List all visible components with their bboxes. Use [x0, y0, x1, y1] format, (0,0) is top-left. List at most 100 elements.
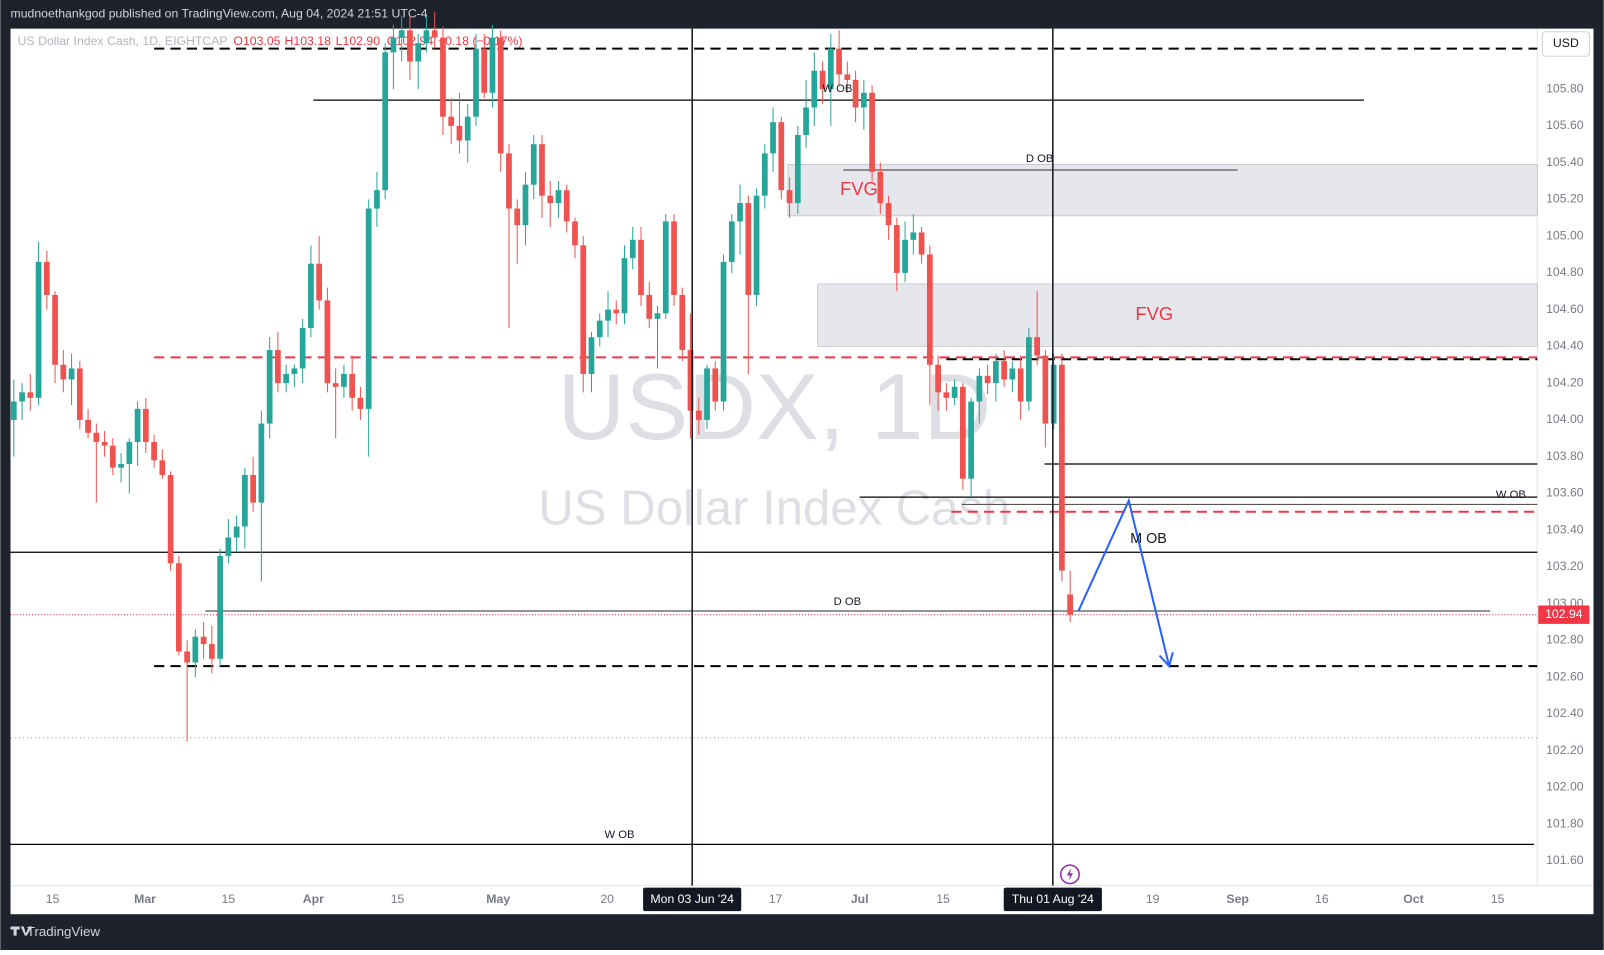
- candle-body: [60, 364, 67, 380]
- candle-body: [415, 43, 422, 62]
- candle-body: [588, 337, 595, 374]
- candle-body: [1042, 355, 1049, 424]
- crosshair-tag: [1003, 887, 1102, 912]
- candle-body: [151, 441, 157, 461]
- candle-body: [712, 368, 719, 402]
- y-tick-label: 102.80: [1546, 633, 1584, 647]
- candle-body: [1050, 364, 1057, 424]
- candle-body: [481, 48, 488, 93]
- candle-body: [192, 636, 199, 663]
- candle-body: [547, 195, 554, 204]
- candle-body: [638, 239, 644, 295]
- candle-body: [374, 190, 380, 209]
- y-tick-label: 105.00: [1546, 228, 1584, 242]
- candle-body: [926, 254, 933, 365]
- y-tick-label: 105.20: [1546, 192, 1584, 206]
- candle-body: [167, 475, 174, 564]
- y-tick-label: 105.40: [1546, 155, 1584, 169]
- candle-body: [142, 408, 149, 442]
- last-price-label: 102.94: [1545, 607, 1583, 621]
- candle-body: [217, 555, 223, 659]
- candle-body: [101, 441, 108, 446]
- candle-body: [464, 116, 471, 141]
- candle-body: [316, 263, 323, 301]
- x-tick-label: Sep: [1226, 892, 1249, 906]
- candle-body: [976, 375, 983, 402]
- status-value: O103.05: [233, 34, 280, 48]
- plot: US Dollar Index Cash, 1D, EIGHTCAP O103.0…: [10, 11, 1590, 912]
- currency-box[interactable]: [1541, 31, 1590, 57]
- fvg-zone: [787, 164, 1538, 217]
- y-tick-label: 103.40: [1546, 522, 1584, 536]
- candle-body: [893, 225, 900, 273]
- y-tick-label: 104.00: [1546, 412, 1584, 426]
- candle-body: [803, 107, 809, 136]
- candle-body: [126, 441, 133, 464]
- y-tick-label: 104.40: [1546, 339, 1584, 353]
- y-tick-label: 104.60: [1546, 302, 1584, 316]
- y-tick-label: 102.60: [1546, 669, 1584, 683]
- candle-body: [951, 386, 958, 398]
- candle-body: [514, 208, 521, 226]
- watermark: USDX, 1D: [557, 354, 991, 459]
- candle-body: [960, 386, 966, 479]
- x-tick-label: 15: [222, 892, 236, 906]
- candle-body: [621, 258, 628, 314]
- ob-label: M OB: [1130, 531, 1167, 547]
- candle-body: [1026, 337, 1032, 402]
- candle-body: [258, 423, 265, 503]
- candle-body: [555, 190, 562, 204]
- event-icon[interactable]: [1059, 864, 1080, 885]
- candle-body: [844, 74, 851, 80]
- candle-body: [365, 208, 372, 409]
- candle-body: [209, 644, 215, 659]
- candle-body: [456, 125, 463, 141]
- crosshair-tag: [643, 887, 742, 912]
- candle-body: [753, 195, 760, 295]
- candle-body: [93, 432, 100, 442]
- candle-body: [902, 239, 908, 273]
- fvg-zone: [817, 283, 1538, 347]
- watermark-subtitle: US Dollar Index Cash: [538, 481, 1010, 535]
- candle-body: [605, 309, 611, 321]
- y-tick-label: 105.80: [1546, 81, 1584, 95]
- candle-body: [250, 475, 256, 503]
- candle-body: [860, 92, 867, 108]
- x-tick-label: 17: [769, 892, 783, 906]
- candle-body: [266, 350, 273, 424]
- x-tick-label: Jul: [851, 892, 869, 906]
- ob-label: W OB: [822, 83, 852, 95]
- logo-icon: [10, 926, 32, 936]
- candle-body: [984, 375, 991, 384]
- x-tick-label: May: [486, 892, 510, 906]
- candle-body: [489, 37, 496, 93]
- candle-body: [299, 328, 306, 369]
- candle-body: [1001, 361, 1007, 380]
- candle-body: [572, 221, 578, 246]
- ob-label: D OB: [834, 596, 861, 608]
- arrow-head: [1158, 652, 1174, 669]
- candle-body: [530, 144, 537, 185]
- candle-body: [761, 153, 768, 196]
- candle-body: [745, 203, 752, 295]
- candle-body: [869, 92, 875, 172]
- candle-body: [943, 392, 950, 398]
- candle-body: [539, 144, 545, 196]
- symbol-title: US Dollar Index Cash, 1D, EIGHTCAP: [18, 34, 228, 48]
- candle-body: [786, 190, 793, 204]
- candle-body: [687, 350, 694, 411]
- candle-body: [679, 294, 686, 351]
- candle-body: [1017, 368, 1024, 402]
- candle-body: [76, 368, 83, 420]
- candle-body: [522, 184, 529, 226]
- projection-path: [1077, 497, 1171, 667]
- candle-body: [341, 373, 347, 387]
- candle-body: [175, 563, 182, 652]
- candle-body: [35, 261, 42, 398]
- y-tick-label: 103.60: [1546, 486, 1584, 500]
- candle-body: [184, 651, 190, 663]
- candle-body: [10, 401, 17, 420]
- candle-body: [233, 526, 240, 538]
- status-value: L102.90: [336, 34, 381, 48]
